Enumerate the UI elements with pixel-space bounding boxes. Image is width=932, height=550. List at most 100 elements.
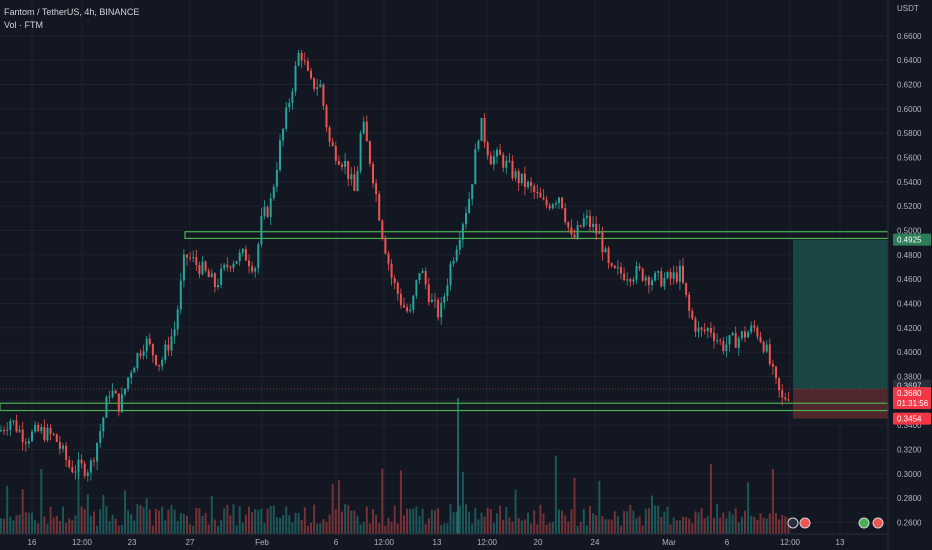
- candle-body: [12, 420, 15, 422]
- candle-body: [387, 253, 390, 264]
- candle-body: [651, 280, 653, 286]
- volume-bar: [616, 516, 619, 534]
- candle-body: [601, 232, 604, 253]
- candle-body: [62, 445, 64, 449]
- volume-bar: [58, 521, 61, 534]
- candle-body: [248, 260, 250, 267]
- volume-bar: [161, 506, 164, 534]
- candle-body: [675, 272, 678, 282]
- volume-bar: [548, 522, 551, 534]
- candle-body: [204, 261, 207, 271]
- volume-bar: [700, 508, 703, 534]
- volume-bar: [533, 510, 536, 534]
- candle-body: [71, 466, 74, 473]
- candle-body: [347, 161, 350, 180]
- volume-bar: [210, 496, 213, 534]
- bottom-icons[interactable]: [787, 517, 884, 529]
- volume-bar: [359, 524, 362, 534]
- volume-bar: [474, 508, 477, 534]
- volume-bar: [176, 521, 179, 534]
- volume-bar: [483, 516, 486, 534]
- volume-bar: [68, 518, 71, 534]
- volume-bars: [0, 398, 790, 534]
- volume-bar: [775, 513, 777, 534]
- volume-bar: [666, 506, 669, 534]
- time-tick-label: 16: [28, 538, 37, 547]
- candle-body: [254, 268, 257, 272]
- candle-body: [688, 294, 691, 311]
- candle-body: [359, 133, 362, 172]
- volume-bar: [489, 509, 492, 534]
- candle-body: [310, 70, 312, 78]
- volume-bar: [778, 519, 781, 534]
- candle-body: [40, 427, 43, 432]
- volume-bar: [486, 507, 489, 534]
- time-tick-label: 13: [433, 538, 442, 547]
- candle-body: [787, 399, 790, 401]
- volume-bar: [375, 515, 378, 534]
- volume-bar: [387, 517, 390, 534]
- volume-bar: [297, 513, 300, 534]
- volume-bar: [347, 505, 350, 534]
- candle-body: [731, 333, 734, 336]
- volume-bar: [111, 514, 114, 534]
- candle-body: [43, 427, 46, 441]
- volume-bar: [192, 525, 195, 534]
- volume-bar: [697, 512, 700, 534]
- candle-body: [492, 156, 495, 165]
- candle-body: [514, 171, 517, 179]
- candle-body: [303, 60, 306, 62]
- candle-body: [331, 141, 334, 146]
- candle-body: [595, 223, 598, 234]
- candle-body: [607, 248, 610, 264]
- volume-bar: [96, 525, 99, 534]
- volume-bar: [164, 520, 167, 534]
- candle-body: [446, 285, 449, 297]
- candle-body: [300, 52, 303, 61]
- candle-body: [99, 431, 102, 443]
- volume-bar: [638, 516, 641, 534]
- volume-bar: [716, 504, 719, 534]
- volume-bar: [477, 519, 480, 534]
- candle-body: [496, 149, 498, 157]
- volume-bar: [449, 504, 452, 534]
- symbol-title[interactable]: Fantom / TetherUS, 4h, BINANCE: [4, 7, 140, 17]
- candle-body: [244, 248, 247, 261]
- price-axis[interactable]: USDT0.26000.28000.30000.32000.34000.3600…: [887, 0, 922, 550]
- volume-bar: [310, 522, 312, 534]
- volume-bar: [260, 508, 263, 534]
- volume-bar: [589, 505, 591, 534]
- time-axis[interactable]: 16 12:00 23 27 Feb 6 12:00 13 12:00 20 24 Mar 6 12:00…: [0, 533, 888, 547]
- volume-bar: [93, 511, 95, 534]
- volume-bar: [74, 515, 77, 534]
- volume-bar: [27, 512, 30, 534]
- candle-body: [523, 173, 526, 187]
- candle-body: [226, 264, 229, 267]
- volume-bar: [496, 513, 498, 534]
- candle-body: [111, 390, 114, 397]
- volume-bar: [567, 521, 570, 534]
- candle-body: [508, 160, 511, 162]
- volume-bar: [18, 514, 21, 534]
- candle-body: [564, 208, 567, 223]
- volume-bar: [703, 518, 706, 534]
- volume-bar: [378, 523, 381, 534]
- candle-body: [105, 397, 108, 418]
- candle-body: [179, 280, 182, 310]
- price-tick-label: 0.6000: [897, 105, 922, 114]
- candle-body: [713, 332, 715, 341]
- candle-body: [235, 261, 238, 264]
- volume-bar: [434, 510, 436, 534]
- candle-body: [654, 272, 657, 281]
- candle-body: [133, 367, 136, 373]
- time-tick-label: 6: [725, 538, 730, 547]
- volume-bar: [182, 513, 185, 534]
- volume-indicator-label[interactable]: Vol · FTM: [4, 20, 44, 30]
- candle-body: [480, 118, 483, 141]
- volume-bar: [204, 512, 207, 534]
- volume-bar: [669, 524, 672, 534]
- volume-bar: [179, 513, 182, 534]
- candle-body: [145, 338, 148, 352]
